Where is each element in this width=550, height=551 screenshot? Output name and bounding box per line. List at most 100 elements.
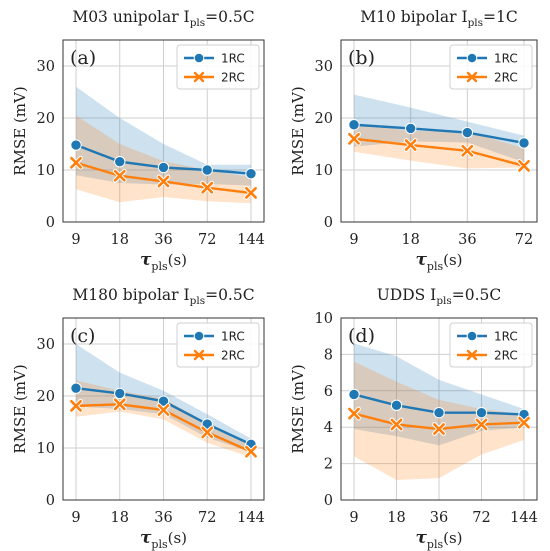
x-axis-subscript: pls	[151, 538, 168, 551]
data-point-2rc	[200, 425, 215, 440]
legend-marker-2rc	[466, 71, 478, 83]
y-tick-label: 4	[324, 420, 333, 436]
x-tick-label: 9	[349, 510, 358, 526]
y-tick-label: 10	[37, 441, 55, 457]
x-tick-label: 36	[154, 510, 172, 526]
y-tick-label: 0	[324, 215, 333, 231]
data-point-1rc	[157, 395, 170, 407]
title-suffix: =0.5C	[205, 286, 255, 304]
x-tick-label: 144	[510, 510, 538, 526]
legend-label: 1RC	[221, 52, 245, 66]
y-tick-label: 20	[315, 111, 333, 127]
title-subscript: pls	[468, 17, 483, 29]
x-tick-label: 72	[198, 232, 216, 248]
panel-label: (b)	[348, 47, 375, 69]
chart-title: UDDS Ipls=0.5C	[377, 286, 502, 307]
y-tick-label: 2	[324, 457, 333, 473]
x-tick-label: 18	[387, 510, 405, 526]
plot-frame	[340, 317, 538, 501]
title-subscript: pls	[190, 17, 205, 29]
band-2rc	[76, 115, 251, 204]
x-tick-label: 18	[111, 232, 129, 248]
data-point-1rc	[433, 406, 445, 419]
band-1rc	[354, 343, 524, 446]
legend-label: 2RC	[494, 71, 518, 85]
legend-label: 2RC	[221, 71, 245, 85]
data-point-1rc	[114, 387, 126, 400]
x-axis-label: τpls(s)	[415, 528, 462, 551]
title-suffix: =0.5C	[205, 8, 255, 26]
legend-box	[176, 322, 260, 368]
data-point-2rc	[403, 138, 418, 152]
legend-marker-1rc	[466, 52, 478, 64]
panel-label: (c)	[70, 325, 95, 347]
data-point-1rc	[348, 119, 360, 131]
x-axis-unit: (s)	[443, 529, 462, 547]
data-point-1rc	[348, 388, 360, 401]
chart-title: M180 bipolar Ipls=0.5C	[72, 286, 254, 307]
y-axis-label: RMSE (mV)	[11, 364, 29, 453]
band-2rc	[76, 380, 251, 458]
x-axis-unit: (s)	[443, 251, 462, 269]
data-point-1rc	[461, 126, 474, 139]
data-point-2rc	[244, 185, 258, 200]
y-axis-label: RMSE (mV)	[289, 364, 307, 453]
data-point-2rc	[69, 398, 83, 413]
data-point-2rc	[112, 397, 127, 412]
legend-label: 1RC	[221, 330, 245, 344]
plot-frame	[62, 317, 265, 501]
x-tick-label: 72	[515, 232, 533, 248]
x-tick-label: 18	[401, 232, 419, 248]
title-main: M10 bipolar I	[360, 8, 467, 26]
panel-label: (a)	[70, 47, 96, 69]
y-tick-label: 0	[46, 493, 55, 509]
legend-label: 2RC	[494, 349, 518, 363]
data-point-2rc	[112, 168, 127, 183]
x-axis-symbol: τ	[140, 528, 152, 548]
x-axis-label: τpls(s)	[140, 528, 187, 551]
x-tick-label: 72	[198, 510, 216, 526]
data-point-1rc	[404, 122, 417, 135]
data-point-1rc	[475, 406, 488, 419]
y-tick-label: 10	[37, 163, 55, 179]
legend-box	[176, 44, 260, 90]
data-point-2rc	[347, 406, 361, 421]
x-axis-subscript: pls	[427, 260, 444, 273]
y-axis-label: RMSE (mV)	[11, 86, 29, 175]
title-subscript: pls	[190, 295, 205, 307]
data-point-1rc	[201, 164, 213, 176]
title-main: M180 bipolar I	[72, 286, 189, 304]
x-tick-label: 144	[237, 510, 265, 526]
x-tick-label: 72	[472, 510, 490, 526]
x-axis-symbol: τ	[415, 250, 427, 270]
legend-label: 1RC	[494, 330, 518, 344]
data-point-2rc	[156, 403, 171, 417]
y-axis-label: RMSE (mV)	[289, 86, 307, 175]
legend-label: 2RC	[221, 349, 245, 363]
x-axis-label: τpls(s)	[140, 250, 187, 273]
x-axis-label: τpls(s)	[415, 250, 462, 273]
data-point-2rc	[517, 158, 531, 173]
title-suffix: =1C	[483, 8, 518, 26]
y-tick-label: 30	[315, 59, 333, 75]
title-suffix: =0.5C	[452, 286, 502, 304]
legend-marker-2rc	[193, 71, 205, 83]
y-tick-label: 10	[315, 311, 333, 327]
series-line-1rc	[353, 123, 525, 145]
x-tick-label: 9	[71, 232, 80, 248]
title-main: UDDS I	[377, 286, 437, 304]
plot-frame	[62, 39, 265, 223]
legend-marker-2rc	[193, 349, 205, 361]
data-point-1rc	[390, 399, 403, 412]
title-subscript: pls	[436, 295, 451, 307]
y-tick-label: 0	[46, 215, 55, 231]
plot-frame	[340, 39, 538, 223]
y-tick-label: 8	[324, 347, 333, 363]
y-tick-label: 0	[324, 493, 333, 509]
data-point-1rc	[70, 139, 82, 151]
x-tick-label: 9	[349, 232, 358, 248]
